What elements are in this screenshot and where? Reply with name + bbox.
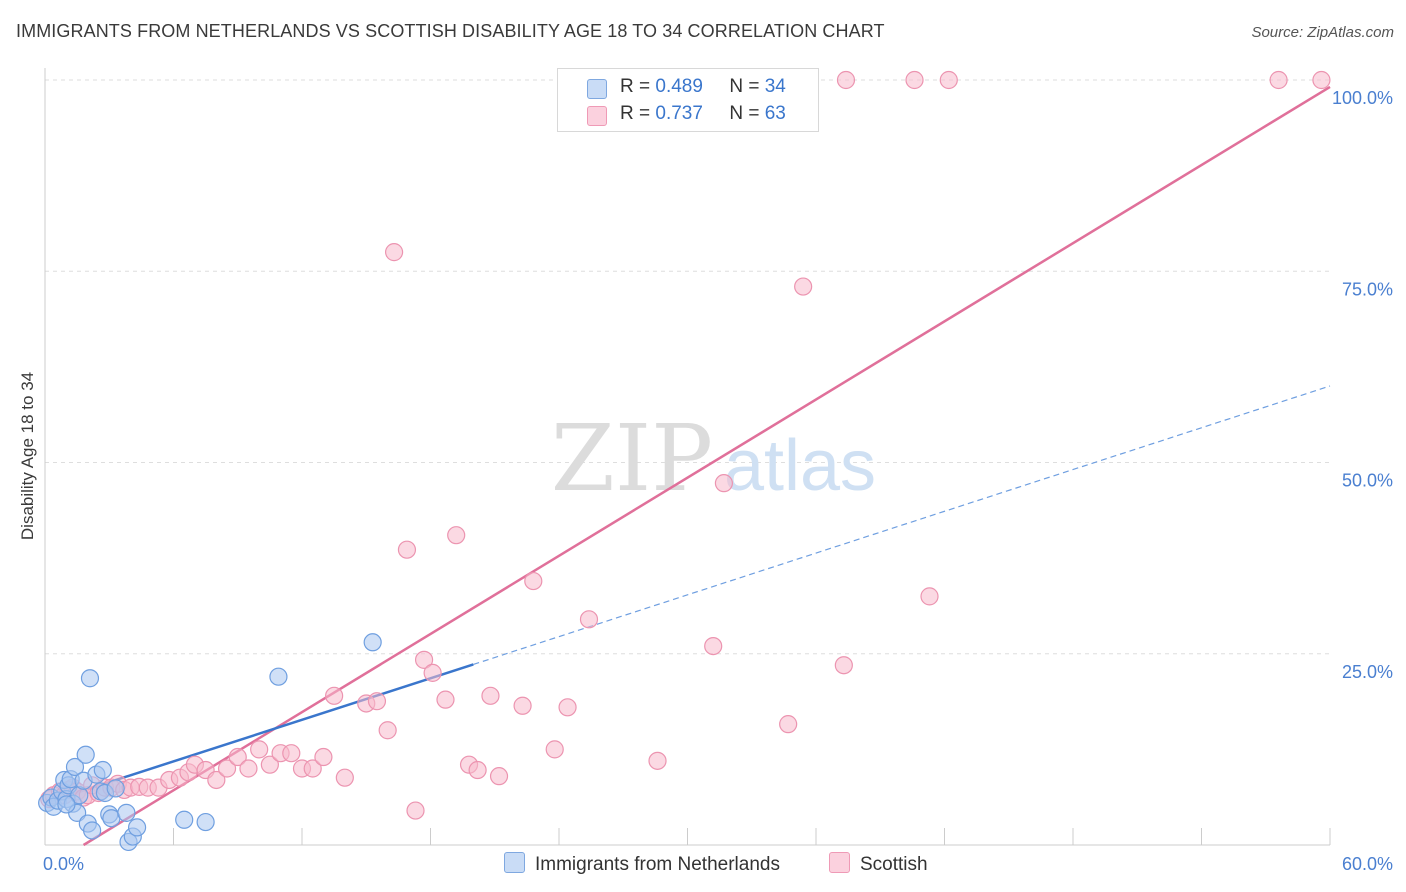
x-tick-label: 60.0%	[1342, 854, 1393, 874]
point-netherlands	[363, 633, 382, 652]
point-scottish	[714, 474, 734, 493]
point-scottish	[282, 744, 301, 763]
point-netherlands	[83, 821, 102, 840]
point-scottish	[489, 767, 509, 786]
point-scottish	[794, 277, 813, 296]
y-tick-label: 75.0%	[1342, 279, 1393, 299]
watermark-atlas: atlas	[724, 426, 876, 506]
grid-lines	[45, 79, 1330, 655]
point-scottish	[414, 650, 434, 669]
bottom-legend-label: Scottish	[860, 854, 928, 875]
y-tick-label: 25.0%	[1342, 662, 1393, 682]
legend-swatch-scottish	[587, 106, 607, 126]
point-scottish	[384, 243, 404, 262]
n-label: N =	[729, 76, 760, 97]
y-tick-label: 50.0%	[1342, 471, 1393, 491]
bottom-legend-netherlands: Immigrants from Netherlands	[504, 852, 780, 876]
point-scottish	[481, 686, 500, 705]
point-scottish	[250, 740, 269, 759]
point-netherlands	[269, 667, 288, 686]
legend-stats-netherlands: R = 0.489 N = 34	[620, 76, 786, 98]
r-label: R =	[620, 76, 651, 97]
axes	[44, 68, 1331, 846]
point-scottish	[836, 70, 856, 90]
point-scottish	[834, 656, 853, 675]
legend-stats-scottish: R = 0.737 N = 63	[620, 103, 786, 125]
point-scottish	[920, 587, 939, 606]
n-value: 34	[764, 76, 786, 97]
bottom-legend-scottish: Scottish	[829, 852, 928, 876]
point-netherlands	[57, 795, 76, 814]
point-scottish	[905, 70, 924, 90]
trend-line-netherlands-extension	[473, 385, 1331, 666]
point-scottish	[513, 696, 532, 715]
r-value: 0.489	[655, 76, 703, 97]
watermark-zip: ZIP	[551, 405, 713, 512]
point-scottish	[378, 721, 397, 740]
point-scottish	[558, 698, 577, 717]
point-scottish	[406, 801, 425, 820]
point-scottish	[524, 571, 543, 591]
point-scottish	[239, 759, 258, 778]
n-value: 63	[764, 103, 786, 124]
point-scottish	[367, 692, 387, 711]
point-scottish	[1269, 70, 1288, 90]
y-tick-label: 100.0%	[1332, 88, 1393, 108]
r-value: 0.737	[655, 103, 703, 124]
point-scottish	[468, 760, 487, 780]
point-netherlands	[93, 760, 112, 780]
point-scottish	[397, 540, 417, 559]
trend-line-scottish	[82, 85, 1331, 847]
chart-title: IMMIGRANTS FROM NETHERLANDS VS SCOTTISH …	[16, 21, 885, 41]
point-scottish	[303, 759, 322, 778]
x-tick-labels: 0.0% 60.0%	[43, 854, 1393, 874]
point-scottish	[260, 755, 279, 774]
point-scottish	[939, 70, 958, 90]
point-netherlands	[117, 803, 136, 822]
point-scottish	[436, 690, 455, 709]
point-scottish	[207, 770, 226, 790]
stats-legend: R = 0.489 N = 34 R = 0.737 N = 63	[557, 68, 819, 132]
point-netherlands	[80, 669, 100, 688]
y-axis-label: Disability Age 18 to 34	[18, 372, 37, 540]
r-label: R =	[620, 103, 651, 124]
legend-swatch-netherlands	[587, 79, 607, 99]
point-scottish	[704, 636, 723, 656]
point-scottish	[648, 751, 667, 770]
point-scottish	[314, 747, 333, 767]
point-scottish	[447, 526, 466, 545]
x-tick-label: 0.0%	[43, 854, 84, 874]
point-scottish	[228, 747, 247, 767]
point-netherlands	[76, 745, 95, 764]
bottom-legend-swatch-scottish	[829, 852, 850, 873]
point-scottish	[579, 610, 599, 629]
point-scottish	[217, 759, 237, 778]
point-netherlands	[65, 757, 85, 777]
bottom-legend-swatch-netherlands	[504, 852, 525, 873]
data-points	[38, 70, 1331, 852]
point-netherlands	[127, 818, 147, 837]
y-tick-labels: 25.0% 50.0% 75.0% 100.0%	[1332, 88, 1393, 682]
point-netherlands	[175, 810, 194, 829]
source-credit: Source: ZipAtlas.com	[1251, 24, 1394, 41]
bottom-legend-label: Immigrants from Netherlands	[535, 854, 780, 875]
point-scottish	[335, 768, 354, 787]
n-label: N =	[729, 103, 760, 124]
point-netherlands	[196, 812, 215, 832]
point-scottish	[423, 663, 442, 682]
point-scottish	[545, 740, 564, 759]
point-scottish	[779, 715, 798, 734]
point-scottish	[325, 686, 344, 705]
point-netherlands	[106, 779, 125, 798]
point-scottish	[1312, 70, 1331, 90]
